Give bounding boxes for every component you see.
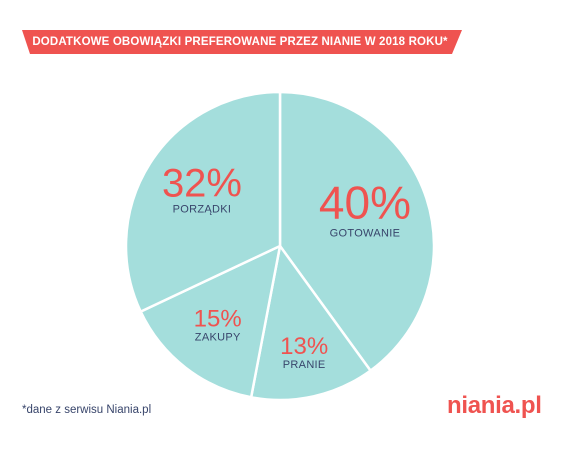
slice-label-porządki: PORZĄDKI: [173, 203, 232, 215]
pie-slice-gotowanie: [278, 90, 436, 372]
slice-percent-gotowanie: 40%: [319, 176, 411, 228]
niania-logo: niania.pl: [447, 392, 542, 419]
source-footnote: *dane z serwisu Niania.pl: [22, 404, 152, 416]
slice-label-zakupy: ZAKUPY: [195, 331, 241, 343]
slice-percent-zakupy: 15%: [194, 305, 242, 332]
slice-label-gotowanie: GOTOWANIE: [330, 227, 401, 239]
pie-slice-pranie: [249, 244, 372, 400]
title-banner: DODATKOWE OBOWIĄZKI PREFEROWANE PRZEZ NI…: [0, 0, 580, 60]
pie-chart: 40%GOTOWANIE 13%PRANIE 15%ZAKUPY 32%PORZĄDK…: [124, 90, 436, 400]
pie-slice-porządki: [124, 90, 282, 313]
title-banner-shape: [22, 30, 462, 54]
slice-label-pranie: PRANIE: [283, 359, 326, 371]
chart-title: DODATKOWE OBOWIĄZKI PREFEROWANE PRZEZ NI…: [32, 36, 448, 48]
slice-percent-porządki: 32%: [162, 161, 242, 205]
slice-percent-pranie: 13%: [280, 333, 328, 360]
pie-slice-zakupy: [139, 244, 282, 399]
